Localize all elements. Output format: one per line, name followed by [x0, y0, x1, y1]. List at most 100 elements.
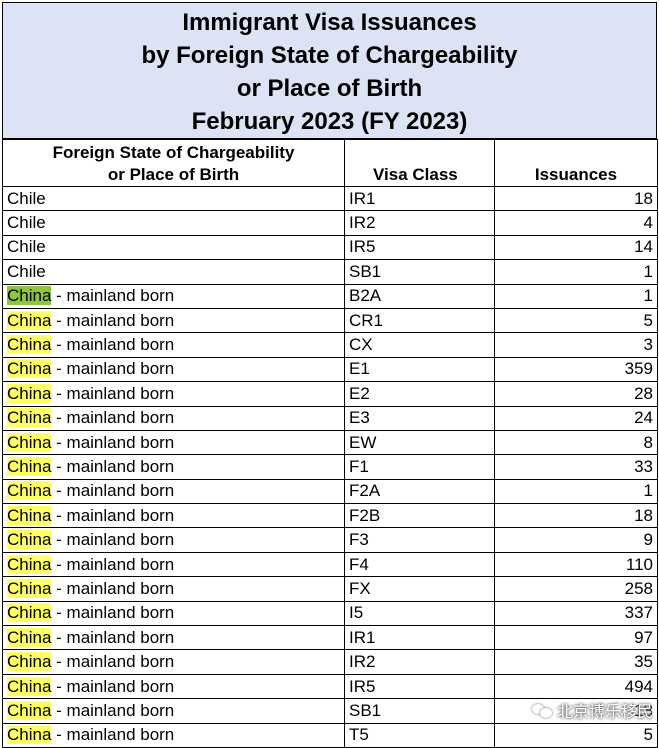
cell-visa-class[interactable]: IR1 [344, 185, 495, 212]
cell-foreign-state[interactable]: China - mainland born [2, 503, 345, 529]
cell-foreign-state[interactable]: China - mainland born [2, 673, 345, 700]
cell-foreign-state[interactable]: China - mainland born [2, 454, 345, 480]
cell-issuances[interactable]: 97 [494, 625, 658, 651]
cell-visa-class[interactable]: IR5 [344, 673, 495, 700]
country-name: China [7, 335, 52, 355]
country-name: Chile [7, 188, 46, 208]
cell-issuances[interactable]: 1 [494, 283, 658, 309]
cell-issuances[interactable]: 258 [494, 576, 658, 602]
table-row: Chile IR1 18 [2, 185, 658, 212]
table-row: China - mainland born IR2 35 [2, 649, 658, 675]
cell-visa-class[interactable]: F2A [344, 478, 495, 505]
country-name: China [7, 530, 52, 550]
cell-foreign-state[interactable]: Chile [2, 259, 345, 285]
table-row: China - mainland born SB1 18 [2, 698, 658, 724]
cell-foreign-state[interactable]: China - mainland born [2, 356, 345, 383]
cell-visa-class[interactable]: F3 [344, 527, 495, 553]
country-name: China [7, 505, 52, 525]
table-row: China - mainland born IR1 97 [2, 625, 658, 651]
cell-foreign-state[interactable]: China - mainland born [2, 625, 345, 651]
cell-issuances[interactable]: 337 [494, 600, 658, 627]
cell-visa-class[interactable]: FX [344, 576, 495, 602]
cell-visa-class[interactable]: I5 [344, 600, 495, 627]
cell-foreign-state[interactable]: China - mainland born [2, 332, 345, 358]
country-suffix: - mainland born [51, 359, 175, 379]
header-issuances: Issuances [494, 139, 658, 187]
country-suffix: - mainland born [51, 725, 175, 745]
country-suffix: - mainland born [51, 627, 175, 647]
cell-issuances[interactable]: 5 [494, 307, 658, 334]
cell-foreign-state[interactable]: China - mainland born [2, 698, 345, 724]
cell-issuances[interactable]: 28 [494, 381, 658, 407]
report-title: Immigrant Visa Issuances by Foreign Stat… [2, 2, 657, 139]
cell-issuances[interactable]: 4 [494, 210, 658, 236]
cell-visa-class[interactable]: F2B [344, 503, 495, 529]
cell-issuances[interactable]: 1 [494, 478, 658, 505]
cell-visa-class[interactable]: CX [344, 332, 495, 358]
cell-issuances[interactable]: 33 [494, 454, 658, 480]
table-row: China - mainland born B2A 1 [2, 283, 658, 309]
country-suffix: - mainland born [51, 700, 175, 720]
country-name: China [7, 383, 52, 403]
watermark: 北京博乐移民 [531, 698, 653, 722]
cell-foreign-state[interactable]: China - mainland born [2, 576, 345, 602]
cell-foreign-state[interactable]: Chile [2, 210, 345, 236]
table-row: Chile SB1 1 [2, 259, 658, 285]
cell-visa-class[interactable]: T5 [344, 722, 495, 748]
cell-foreign-state[interactable]: China - mainland born [2, 649, 345, 675]
cell-visa-class[interactable]: IR1 [344, 625, 495, 651]
cell-foreign-state[interactable]: China - mainland born [2, 478, 345, 505]
cell-visa-class[interactable]: B2A [344, 283, 495, 309]
watermark-text: 北京博乐移民 [556, 704, 653, 721]
cell-foreign-state[interactable]: China - mainland born [2, 551, 345, 578]
cell-issuances[interactable]: 359 [494, 356, 658, 383]
cell-foreign-state[interactable]: China - mainland born [2, 429, 345, 456]
cell-visa-class[interactable]: SB1 [344, 259, 495, 285]
table-row: Chile IR2 4 [2, 210, 658, 236]
cell-issuances[interactable]: 110 [494, 551, 658, 578]
cell-foreign-state[interactable]: China - mainland born [2, 283, 345, 309]
table-header-row: Foreign State of Chargeability or Place … [2, 139, 658, 187]
cell-foreign-state[interactable]: China - mainland born [2, 527, 345, 553]
country-suffix: - mainland born [51, 554, 175, 574]
title-line-3: or Place of Birth [236, 75, 423, 102]
cell-visa-class[interactable]: E3 [344, 405, 495, 431]
cell-foreign-state[interactable]: China - mainland born [2, 600, 345, 627]
cell-visa-class[interactable]: E2 [344, 381, 495, 407]
cell-visa-class[interactable]: E1 [344, 356, 495, 383]
cell-issuances[interactable]: 24 [494, 405, 658, 431]
country-name: China [7, 578, 52, 598]
cell-foreign-state[interactable]: China - mainland born [2, 405, 345, 431]
cell-visa-class[interactable]: F1 [344, 454, 495, 480]
cell-issuances[interactable]: 3 [494, 332, 658, 358]
cell-foreign-state[interactable]: Chile [2, 234, 345, 261]
country-name: China [7, 676, 52, 696]
cell-visa-class[interactable]: SB1 [344, 698, 495, 724]
cell-visa-class[interactable]: IR5 [344, 234, 495, 261]
country-name: China [7, 725, 52, 745]
country-name: China [7, 359, 52, 379]
cell-foreign-state[interactable]: China - mainland born [2, 381, 345, 407]
cell-issuances[interactable]: 35 [494, 649, 658, 675]
country-name: Chile [7, 213, 46, 233]
cell-foreign-state[interactable]: China - mainland born [2, 307, 345, 334]
cell-issuances[interactable]: 5 [494, 722, 658, 748]
cell-issuances[interactable]: 18 [494, 185, 658, 212]
cell-visa-class[interactable]: IR2 [344, 649, 495, 675]
header-foreign-state-line-1: Foreign State of Chargeability [52, 143, 295, 162]
cell-visa-class[interactable]: EW [344, 429, 495, 456]
cell-issuances[interactable]: 18 [494, 503, 658, 529]
cell-issuances[interactable]: 494 [494, 673, 658, 700]
cell-issuances[interactable]: 9 [494, 527, 658, 553]
wechat-icon [531, 702, 552, 718]
table-row: China - mainland born EW 8 [2, 429, 658, 456]
cell-issuances[interactable]: 14 [494, 234, 658, 261]
cell-visa-class[interactable]: F4 [344, 551, 495, 578]
cell-foreign-state[interactable]: Chile [2, 185, 345, 212]
cell-issuances[interactable]: 8 [494, 429, 658, 456]
cell-issuances[interactable]: 1 [494, 259, 658, 285]
cell-visa-class[interactable]: IR2 [344, 210, 495, 236]
header-visa-class: Visa Class [344, 139, 495, 187]
cell-foreign-state[interactable]: China - mainland born [2, 722, 345, 748]
cell-visa-class[interactable]: CR1 [344, 307, 495, 334]
